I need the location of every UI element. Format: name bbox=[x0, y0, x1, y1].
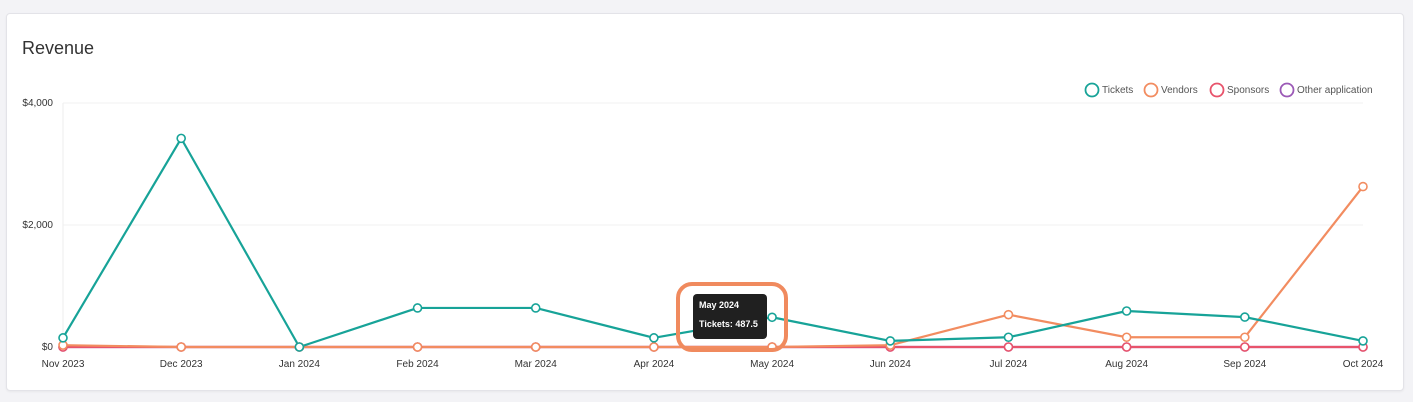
card-title: Revenue bbox=[22, 38, 95, 58]
data-point-vendors[interactable] bbox=[1121, 332, 1132, 343]
data-point-tickets[interactable] bbox=[1003, 332, 1014, 343]
x-tick-label: Dec 2023 bbox=[160, 359, 203, 370]
x-tick-label: Nov 2023 bbox=[42, 359, 85, 370]
data-point-vendors[interactable] bbox=[1358, 181, 1368, 192]
legend-marker-tickets[interactable] bbox=[1084, 82, 1100, 98]
x-tick-label: Oct 2024 bbox=[1343, 359, 1384, 370]
series-line-vendors bbox=[62, 185, 1364, 349]
legend-marker-vendors[interactable] bbox=[1143, 82, 1159, 98]
tooltip-highlight-annotation bbox=[676, 282, 788, 352]
data-point-tickets[interactable] bbox=[412, 303, 423, 313]
x-tick-label: Jun 2024 bbox=[870, 359, 912, 370]
data-point-tickets[interactable] bbox=[530, 303, 541, 313]
legend-label-tickets[interactable]: Tickets bbox=[1102, 85, 1133, 96]
x-tick-label: Aug 2024 bbox=[1105, 359, 1148, 370]
data-point-tickets[interactable] bbox=[1121, 306, 1132, 316]
tooltip-title: May 2024 bbox=[699, 300, 740, 310]
data-point-sponsors[interactable] bbox=[1003, 342, 1014, 352]
x-tick-label: Mar 2024 bbox=[515, 359, 558, 370]
data-point-vendors[interactable] bbox=[1003, 309, 1014, 320]
x-tick-label: May 2024 bbox=[750, 359, 794, 370]
legend-marker-other-application[interactable] bbox=[1279, 82, 1295, 98]
data-point-sponsors[interactable] bbox=[1121, 342, 1132, 352]
legend-label-other-application[interactable]: Other application bbox=[1297, 85, 1373, 96]
y-tick-label: $4,000 bbox=[22, 98, 53, 109]
x-tick-label: Jul 2024 bbox=[990, 359, 1028, 370]
y-tick-label: $2,000 bbox=[22, 220, 53, 231]
data-point-sponsors[interactable] bbox=[1240, 342, 1250, 352]
data-point-tickets[interactable] bbox=[294, 342, 305, 352]
data-point-vendors[interactable] bbox=[1240, 332, 1250, 343]
x-tick-label: Sep 2024 bbox=[1223, 359, 1266, 370]
data-point-vendors[interactable] bbox=[412, 342, 423, 352]
data-point-vendors[interactable] bbox=[176, 342, 186, 352]
data-point-tickets[interactable] bbox=[58, 333, 68, 343]
legend-marker-sponsors[interactable] bbox=[1209, 82, 1225, 98]
data-point-vendors[interactable] bbox=[649, 342, 659, 352]
data-point-tickets[interactable] bbox=[176, 133, 186, 144]
x-tick-label: Jan 2024 bbox=[279, 359, 321, 370]
data-point-vendors[interactable] bbox=[530, 342, 541, 352]
legend-label-sponsors[interactable]: Sponsors bbox=[1227, 85, 1269, 96]
x-tick-label: Feb 2024 bbox=[396, 359, 439, 370]
legend-label-vendors[interactable]: Vendors bbox=[1161, 85, 1198, 96]
tooltip-body: Tickets: 487.5 bbox=[699, 319, 758, 329]
data-point-tickets[interactable] bbox=[885, 336, 896, 346]
y-tick-label: $0 bbox=[42, 342, 54, 353]
data-point-tickets[interactable] bbox=[649, 333, 659, 343]
data-point-tickets[interactable] bbox=[767, 312, 777, 323]
data-point-tickets[interactable] bbox=[1240, 312, 1250, 322]
chart-tooltip: May 2024 Tickets: 487.5 bbox=[693, 294, 767, 339]
data-point-tickets[interactable] bbox=[1358, 336, 1368, 346]
x-tick-label: Apr 2024 bbox=[634, 359, 675, 370]
